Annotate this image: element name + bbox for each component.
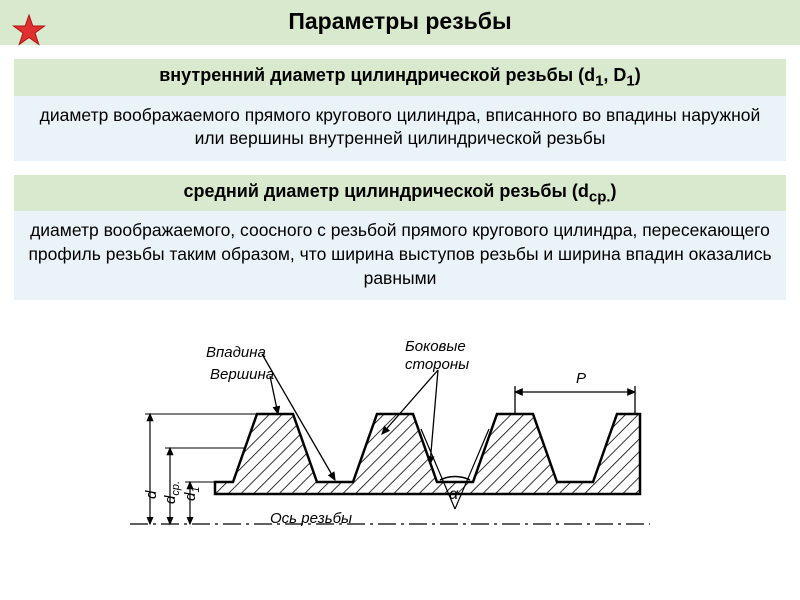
thread-diagram: Впадина Вершина Боковые стороны P α Ось … (0, 314, 800, 544)
star-icon (12, 14, 46, 53)
b1-s2: 1 (626, 73, 634, 90)
block-inner-diameter: внутренний диаметр цилиндрической резьбы… (14, 59, 786, 161)
b1-mid: , D (603, 65, 626, 85)
slide-title-text: Параметры резьбы (288, 8, 511, 34)
diagram-svg (0, 314, 800, 544)
slide-title: Параметры резьбы (0, 0, 800, 45)
b2-pre: средний диаметр цилиндрической резьбы (d (183, 181, 588, 201)
block2-body: диаметр воображаемого, соосного с резьбо… (14, 211, 786, 300)
thread-profile (215, 414, 640, 494)
b1-pre: внутренний диаметр цилиндрической резьбы… (159, 65, 595, 85)
block1-body: диаметр воображаемого прямого кругового … (14, 96, 786, 161)
b2-sub: ср. (589, 188, 611, 205)
b1-post: ) (635, 65, 641, 85)
b2-post: ) (611, 181, 617, 201)
block-pitch-diameter: средний диаметр цилиндрической резьбы (d… (14, 175, 786, 300)
block2-header: средний диаметр цилиндрической резьбы (d… (14, 175, 786, 212)
block1-header: внутренний диаметр цилиндрической резьбы… (14, 59, 786, 96)
